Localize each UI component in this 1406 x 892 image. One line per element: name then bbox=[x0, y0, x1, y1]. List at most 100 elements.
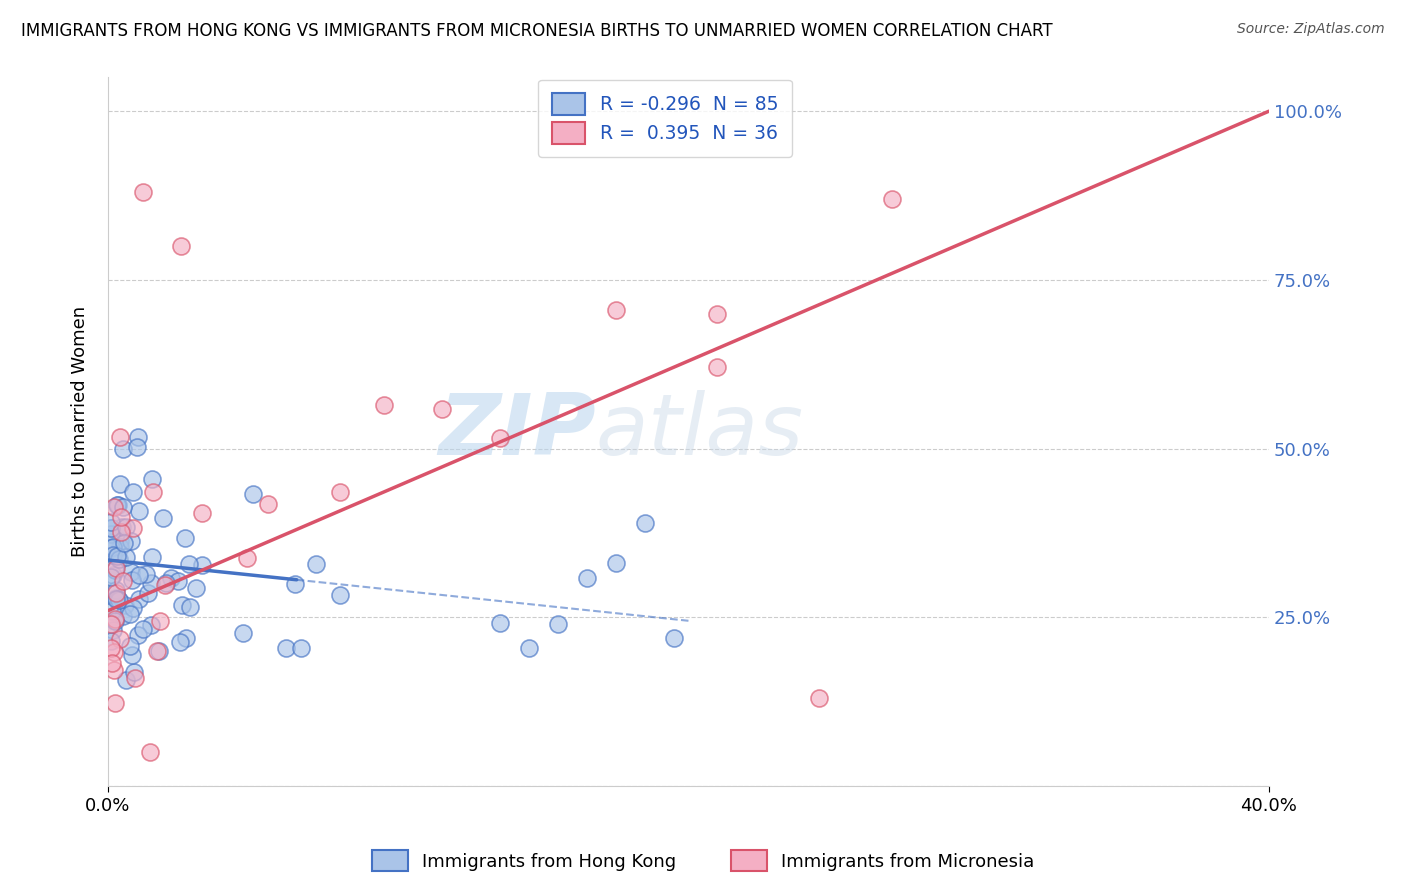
Point bbox=[104, 583, 127, 598]
Point bbox=[880, 192, 903, 206]
Point bbox=[290, 641, 312, 656]
Point bbox=[127, 628, 149, 642]
Point bbox=[104, 563, 127, 577]
Point bbox=[104, 585, 127, 599]
Point bbox=[111, 500, 134, 515]
Legend: R = -0.296  N = 85, R =  0.395  N = 36: R = -0.296 N = 85, R = 0.395 N = 36 bbox=[538, 79, 792, 157]
Text: IMMIGRANTS FROM HONG KONG VS IMMIGRANTS FROM MICRONESIA BIRTHS TO UNMARRIED WOME: IMMIGRANTS FROM HONG KONG VS IMMIGRANTS … bbox=[21, 22, 1053, 40]
Point bbox=[125, 440, 148, 454]
Point bbox=[575, 571, 598, 585]
Point bbox=[132, 622, 155, 636]
Point bbox=[112, 536, 135, 550]
Point bbox=[107, 498, 129, 512]
Point bbox=[100, 534, 122, 549]
Point bbox=[120, 534, 142, 549]
Point bbox=[128, 504, 150, 518]
Point bbox=[232, 625, 254, 640]
Point bbox=[104, 591, 127, 606]
Point bbox=[329, 588, 352, 602]
Point bbox=[115, 549, 138, 564]
Point bbox=[100, 527, 122, 541]
Text: ZIP: ZIP bbox=[437, 391, 596, 474]
Point bbox=[108, 551, 131, 566]
Point bbox=[274, 641, 297, 656]
Point bbox=[100, 640, 122, 655]
Legend: Immigrants from Hong Kong, Immigrants from Micronesia: Immigrants from Hong Kong, Immigrants fr… bbox=[364, 843, 1042, 879]
Point bbox=[114, 520, 136, 534]
Point bbox=[148, 643, 170, 657]
Point bbox=[547, 617, 569, 632]
Point bbox=[235, 551, 257, 566]
Point bbox=[100, 521, 122, 535]
Point bbox=[101, 656, 124, 670]
Point bbox=[108, 592, 131, 607]
Point bbox=[100, 634, 122, 648]
Point bbox=[170, 599, 193, 613]
Point bbox=[104, 612, 127, 626]
Point bbox=[430, 402, 453, 417]
Point bbox=[104, 561, 127, 575]
Point bbox=[152, 511, 174, 525]
Point bbox=[103, 663, 125, 677]
Text: Source: ZipAtlas.com: Source: ZipAtlas.com bbox=[1237, 22, 1385, 37]
Point bbox=[304, 557, 326, 571]
Point bbox=[169, 239, 191, 253]
Point bbox=[166, 574, 188, 588]
Point bbox=[111, 609, 134, 624]
Point bbox=[488, 616, 510, 631]
Point bbox=[122, 600, 145, 615]
Point bbox=[110, 510, 132, 524]
Point bbox=[186, 581, 208, 595]
Point bbox=[179, 600, 201, 615]
Point bbox=[145, 644, 167, 658]
Point bbox=[110, 524, 132, 539]
Y-axis label: Births to Unmarried Women: Births to Unmarried Women bbox=[72, 306, 89, 558]
Point bbox=[120, 565, 142, 579]
Point bbox=[122, 521, 145, 535]
Point bbox=[177, 557, 200, 571]
Point bbox=[101, 604, 124, 618]
Point bbox=[517, 640, 540, 655]
Point bbox=[114, 599, 136, 613]
Point bbox=[135, 566, 157, 581]
Point bbox=[100, 570, 122, 584]
Point bbox=[101, 567, 124, 582]
Point bbox=[138, 745, 160, 759]
Point bbox=[128, 591, 150, 606]
Point bbox=[111, 442, 134, 456]
Point bbox=[136, 585, 159, 599]
Point bbox=[139, 576, 162, 591]
Point bbox=[127, 430, 149, 444]
Point bbox=[105, 498, 128, 512]
Point bbox=[122, 665, 145, 679]
Point bbox=[488, 431, 510, 445]
Point bbox=[141, 617, 163, 632]
Point bbox=[605, 303, 627, 318]
Point bbox=[108, 430, 131, 444]
Point bbox=[120, 640, 142, 654]
Point bbox=[108, 477, 131, 491]
Point bbox=[169, 635, 191, 649]
Text: atlas: atlas bbox=[596, 391, 804, 474]
Point bbox=[103, 548, 125, 562]
Point bbox=[105, 549, 128, 564]
Point bbox=[104, 592, 127, 607]
Point bbox=[191, 506, 214, 520]
Point bbox=[256, 497, 278, 511]
Point bbox=[128, 568, 150, 582]
Point bbox=[329, 485, 352, 500]
Point bbox=[141, 472, 163, 486]
Point bbox=[174, 632, 197, 646]
Point bbox=[159, 572, 181, 586]
Point bbox=[284, 576, 307, 591]
Point bbox=[118, 607, 141, 622]
Point bbox=[108, 533, 131, 548]
Point bbox=[191, 558, 214, 573]
Point bbox=[121, 573, 143, 587]
Point bbox=[662, 631, 685, 645]
Point bbox=[124, 672, 146, 686]
Point bbox=[142, 485, 165, 500]
Point bbox=[121, 485, 143, 500]
Point bbox=[108, 541, 131, 555]
Point bbox=[103, 645, 125, 659]
